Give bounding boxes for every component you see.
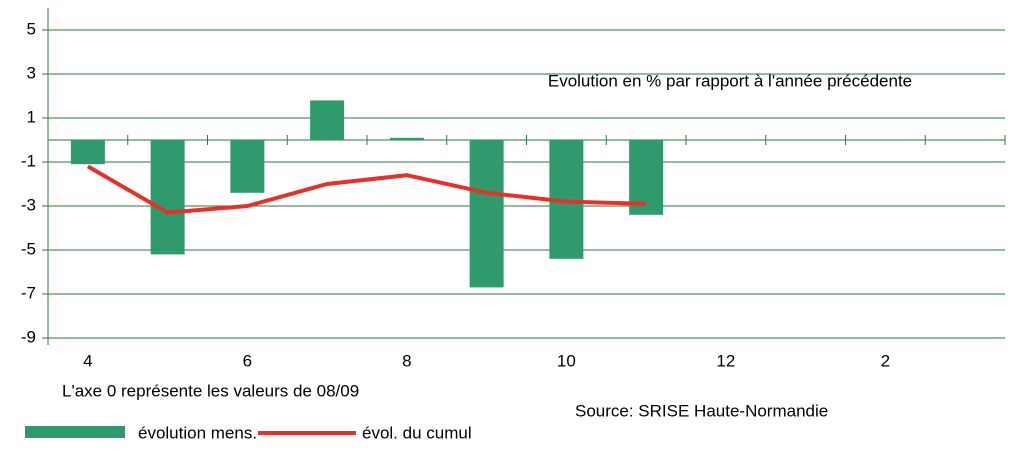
y-tick-label: -5 — [21, 239, 36, 258]
bar — [70, 140, 105, 165]
legend-swatch — [25, 426, 125, 438]
y-tick-label: -1 — [21, 151, 36, 170]
legend-label: évol. du cumul — [362, 423, 472, 442]
bar — [230, 140, 265, 193]
y-tick-label: -3 — [21, 195, 36, 214]
annotation: Evolution en % par rapport à l'année pré… — [548, 71, 912, 90]
x-tick-label: 10 — [557, 351, 576, 370]
y-tick-label: 3 — [27, 63, 36, 82]
bar — [150, 140, 185, 255]
bar — [310, 100, 345, 140]
x-tick-label: 6 — [243, 351, 252, 370]
x-tick-label: 4 — [83, 351, 92, 370]
footnote: L'axe 0 représente les valeurs de 08/09 — [62, 381, 359, 400]
y-tick-label: 1 — [27, 107, 36, 126]
y-tick-label: -7 — [21, 283, 36, 302]
line — [86, 164, 647, 215]
bar — [469, 140, 504, 288]
bar — [389, 137, 424, 140]
x-tick-label: 12 — [716, 351, 735, 370]
x-tick-label: 2 — [881, 351, 890, 370]
legend-label: évolution mens. — [138, 423, 257, 442]
source: Source: SRISE Haute-Normandie — [575, 401, 828, 420]
y-tick-label: 5 — [27, 19, 36, 38]
x-tick-label: 8 — [402, 351, 411, 370]
y-tick-label: -9 — [21, 327, 36, 346]
